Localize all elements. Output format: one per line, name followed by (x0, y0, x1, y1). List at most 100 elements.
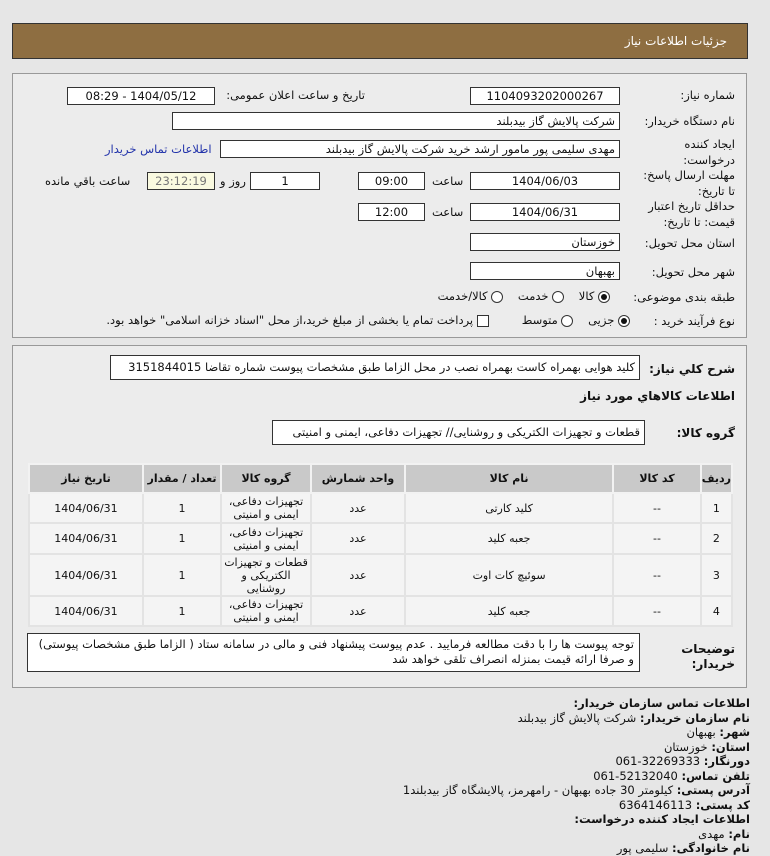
cell: 1404/06/31 (28, 492, 144, 524)
need-number-field[interactable]: 1104093202000267 (470, 87, 620, 105)
table-row: 3 -- سوئیچ کات اوت عدد قطعات و تجهیزات الکتر… (28, 553, 734, 597)
creator-title: اطلاعات ایجاد کننده درخواست: (574, 812, 750, 826)
deadline-time-field[interactable]: 09:00 (358, 172, 425, 190)
buyer-org-field[interactable]: شرکت پالایش گاز بیدبلند (172, 112, 620, 130)
col-unit: واحد شمارش (310, 463, 406, 494)
group-label: گروه کالا: (676, 426, 735, 440)
deadline-date-field[interactable]: 1404/06/03 (470, 172, 620, 190)
radio-minor[interactable] (618, 314, 630, 327)
radio-goods[interactable] (598, 290, 610, 303)
radio-medium-label: متوسط (521, 313, 558, 327)
contact-phone: تلفن تماس: 061-52132040 (593, 768, 750, 783)
notes-label: توضیحات خریدار: (681, 642, 735, 671)
cell: جعبه کلید (403, 522, 615, 555)
table-row: 4 -- جعبه کلید عدد تجهیزات دفاعی، ایمنی و ام… (28, 595, 734, 627)
cell: عدد (310, 492, 406, 524)
category-radio-group: کالا خدمت کالا/خدمت (438, 289, 610, 303)
contact-city: شهر: بهبهان (686, 725, 750, 739)
cell: عدد (310, 595, 406, 627)
validity-time-field[interactable]: 12:00 (358, 203, 425, 221)
contact-fax: دورنگار: 061-32269333 (615, 754, 750, 768)
cell: 4 (699, 595, 734, 627)
days-field[interactable]: 1 (250, 172, 320, 190)
treasury-note: پرداخت تمام یا بخشی از مبلغ خرید،از محل … (106, 313, 474, 327)
radio-service[interactable] (552, 290, 565, 303)
radio-medium[interactable] (561, 314, 574, 327)
cell: -- (612, 595, 702, 627)
goods-table: ردیف کد کالا نام کالا واحد شمارش گروه کا… (28, 463, 734, 627)
desc-label: شرح کلي نياز: (649, 362, 735, 376)
cell: عدد (310, 522, 406, 555)
group-field: قطعات و تجهیزات الکتریکی و روشنایی// تجه… (272, 420, 645, 445)
city-label: شهر محل تحویل: (651, 265, 735, 279)
cell: سوئیچ کات اوت (403, 553, 615, 597)
cell: 1 (141, 522, 223, 555)
validity-label: حداقل تاریخ اعتبار قیمت: تا تاریخ: (648, 199, 735, 229)
radio-goods-service[interactable] (491, 290, 504, 303)
need-number-label: شماره نیاز: (680, 88, 735, 102)
creator-field[interactable]: مهدی سلیمی پور مامور ارشد خرید شرکت پالا… (220, 140, 620, 158)
cell: 1404/06/31 (28, 522, 144, 555)
announce-label: تاریخ و ساعت اعلان عمومی: (226, 88, 365, 102)
cell: 1404/06/31 (28, 553, 144, 597)
deadline-time-label: ساعت (432, 174, 464, 188)
cell: کلید کارتی (403, 492, 615, 524)
table-row: 1 -- کلید کارتی عدد تجهیزات دفاعی، ایمنی و ا… (28, 492, 734, 524)
col-row: ردیف (699, 463, 734, 494)
cell: تجهیزات دفاعی، ایمنی و امنیتی (220, 522, 313, 555)
cell: 1 (141, 553, 223, 597)
process-radio-group: جزیی متوسط پرداخت تمام یا بخشی از مبلغ خ… (106, 313, 630, 327)
announce-field[interactable]: 1404/05/12 - 08:29 (67, 87, 215, 105)
table-row: 2 -- جعبه کلید عدد تجهیزات دفاعی، ایمنی و ام… (28, 522, 734, 555)
radio-service-label: خدمت (517, 289, 549, 303)
validity-date-field[interactable]: 1404/06/31 (470, 203, 620, 221)
page-header: جزئیات اطلاعات نیاز (12, 23, 748, 59)
creator-last-name: نام خانوادگی: سلیمی پور (616, 841, 750, 855)
col-name: نام کالا (403, 463, 615, 494)
contact-address: آدرس پستی: کیلومتر 30 جاده بهبهان - رامه… (402, 783, 750, 797)
cell: 2 (699, 522, 734, 555)
cell: -- (612, 492, 702, 524)
cell: 1404/06/31 (28, 595, 144, 627)
province-field[interactable]: خوزستان (470, 233, 620, 251)
radio-goods-label: کالا (578, 289, 595, 303)
province-label: استان محل تحویل: (644, 236, 735, 250)
treasury-checkbox[interactable] (476, 314, 489, 327)
buyer-contact-section: اطلاعات تماس سازمان خریدار: نام سازمان خ… (403, 696, 750, 856)
col-qty: تعداد / مقدار (141, 463, 223, 494)
cell: قطعات و تجهیزات الکتریکی و روشنایی (220, 553, 313, 597)
process-label: نوع فرآیند خرید : (653, 314, 735, 328)
cell: 1 (699, 492, 734, 524)
buyer-org-label: نام دستگاه خریدار: (644, 114, 735, 128)
cell: عدد (310, 553, 406, 597)
contact-postal: کد پستی: 6364146113 (618, 797, 750, 812)
cell: -- (612, 522, 702, 555)
remaining-label: ساعت باقي مانده (45, 174, 131, 188)
radio-minor-label: جزیی (588, 313, 615, 327)
remaining-timer: 23:12:19 (147, 172, 215, 190)
notes-field: توجه پیوست ها را با دقت مطالعه فرمایید .… (27, 633, 640, 672)
days-label: روز و (220, 174, 246, 188)
contact-title: اطلاعات تماس سازمان خریدار: (573, 696, 750, 710)
contact-province: استان: خوزستان (663, 739, 750, 754)
deadline-label: مهلت ارسال پاسخ: تا تاریخ: (643, 168, 735, 198)
desc-field: کلید هوایی بهمراه کاست بهمراه نصب در محل… (110, 355, 640, 380)
cell: -- (612, 553, 702, 597)
buyer-contact-link[interactable]: اطلاعات تماس خریدار (105, 142, 212, 156)
goods-title: اطلاعات کالاهاي مورد نياز (580, 389, 735, 403)
city-field[interactable]: بهبهان (470, 262, 620, 280)
contact-org: نام سازمان خریدار: شرکت پالایش گاز بیدبل… (517, 710, 750, 725)
cell: جعبه کلید (403, 595, 615, 627)
cell: تجهیزات دفاعی، ایمنی و امنیتی (220, 595, 313, 627)
cell: تجهیزات دفاعی، ایمنی و امنیتی (220, 492, 313, 524)
creator-first-name: نام: مهدی (698, 826, 750, 841)
cell: 3 (699, 553, 734, 597)
cell: 1 (141, 492, 223, 524)
col-date: تاریخ نیاز (28, 463, 144, 494)
radio-goods-service-label: کالا/خدمت (437, 289, 488, 303)
category-label: طبقه بندی موضوعی: (633, 290, 735, 304)
col-group: گروه کالا (220, 463, 313, 494)
creator-label: ایجاد کننده درخواست: (683, 137, 735, 167)
cell: 1 (141, 595, 223, 627)
validity-time-label: ساعت (432, 205, 464, 219)
